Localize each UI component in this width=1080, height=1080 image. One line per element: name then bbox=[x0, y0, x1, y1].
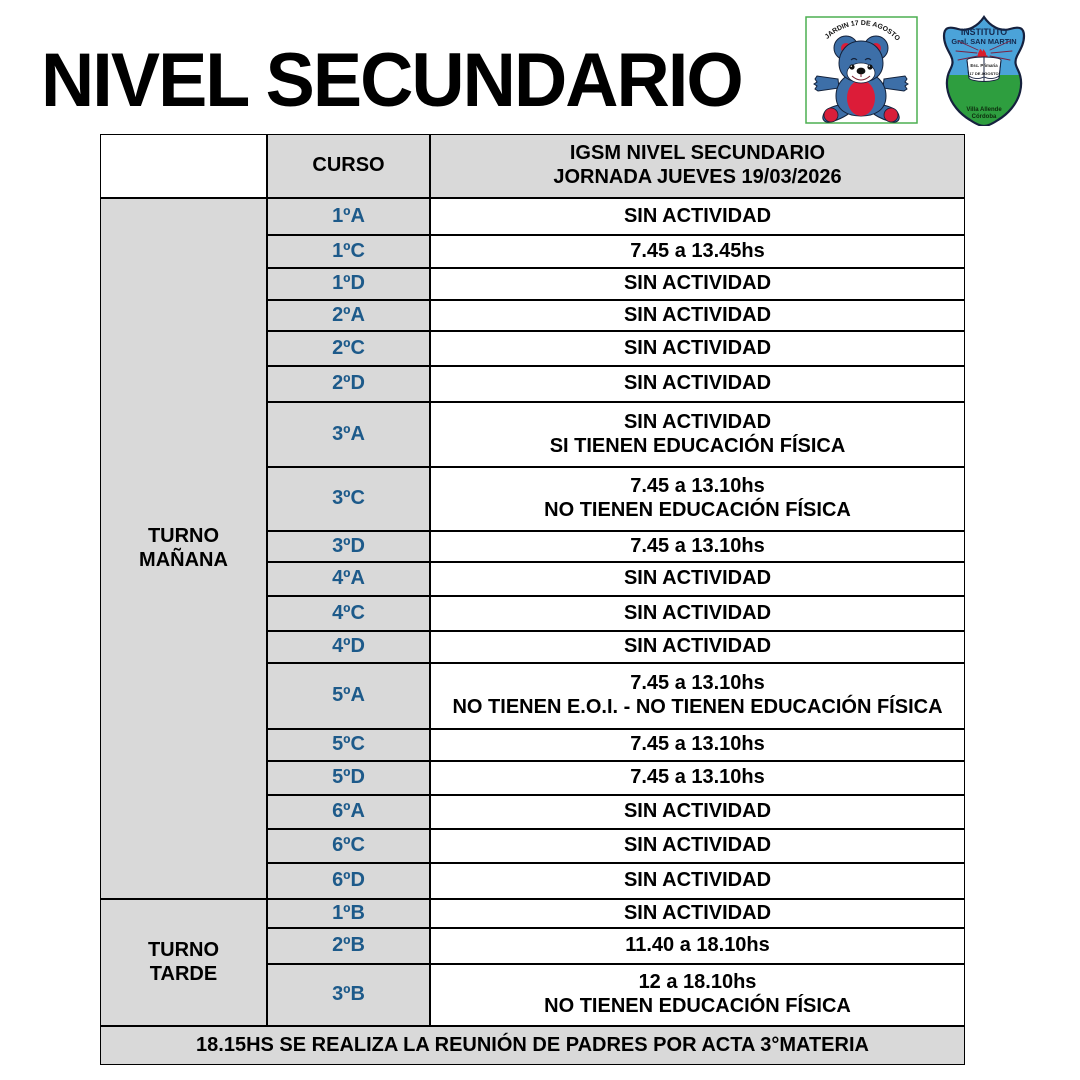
svg-text:Villa Allende: Villa Allende bbox=[966, 107, 1002, 113]
svg-text:Esc. Primaria: Esc. Primaria bbox=[970, 63, 998, 68]
svg-text:Córdoba: Córdoba bbox=[972, 114, 997, 120]
svg-text:"17 DE AGOSTO": "17 DE AGOSTO" bbox=[967, 71, 1000, 76]
svg-text:INSTITUTO: INSTITUTO bbox=[961, 27, 1007, 37]
